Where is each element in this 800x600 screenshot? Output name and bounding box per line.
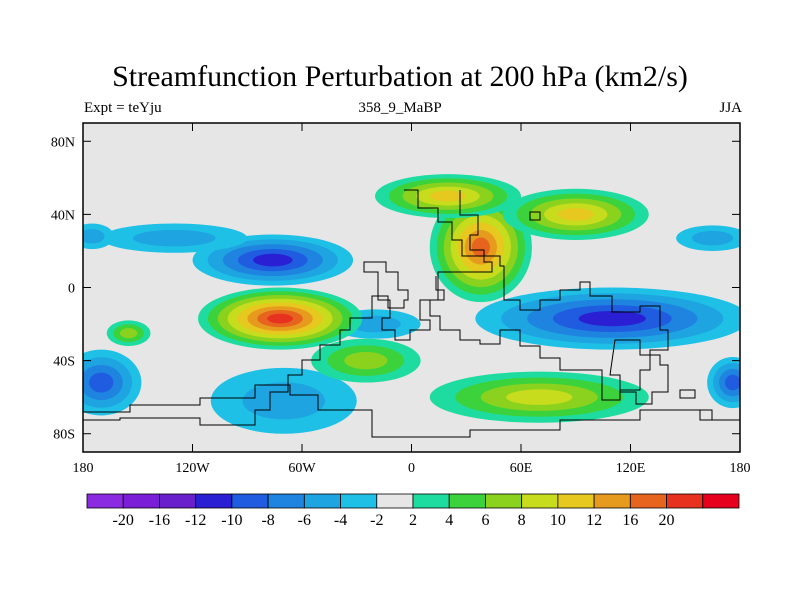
colorbar-swatch <box>666 493 704 509</box>
contour-fields <box>83 174 740 434</box>
contour-level <box>557 208 594 221</box>
coastline <box>83 189 740 438</box>
map-axes: 180 120W 60W 0 60E 120E 180 80N 40N 0 40S 80S <box>51 123 751 476</box>
contour-level <box>506 389 573 405</box>
colorbar-label: -16 <box>149 512 170 529</box>
coastline-australia <box>609 339 669 405</box>
plot-title: Streamfunction Perturbation at 200 hPa (… <box>112 60 688 93</box>
colorbar-swatch <box>485 493 523 509</box>
high-center-13 <box>429 371 649 423</box>
colorbar-label: -2 <box>370 512 383 529</box>
x-tick-label: 60W <box>288 461 316 476</box>
colorbar-swatch <box>412 493 450 509</box>
contour-level <box>578 310 646 327</box>
contour-level <box>724 374 740 391</box>
low-center-3 <box>676 225 740 251</box>
low-center-8 <box>707 356 740 409</box>
colorbar-label: -20 <box>113 512 134 529</box>
high-center-11 <box>375 174 521 219</box>
experiment-label: Expt = teYju <box>84 100 162 116</box>
colorbar-swatch <box>122 493 160 509</box>
contour-level <box>83 229 105 244</box>
y-tick-label: 80S <box>53 428 75 443</box>
colorbar-swatch <box>159 493 197 509</box>
colorbar: -20 -16 -12 -10 -8 -6 -4 -2 2 4 6 8 10 12 16 20 <box>86 493 740 529</box>
case-label: 358_9_MaBP <box>358 100 442 116</box>
colorbar-label: 20 <box>659 512 675 529</box>
colorbar-swatch <box>195 493 233 509</box>
colorbar-swatch <box>340 493 378 509</box>
colorbar-label: -6 <box>298 512 311 529</box>
contour-level <box>132 229 216 247</box>
colorbar-swatch <box>231 493 269 509</box>
colorbar-swatch <box>267 493 305 509</box>
x-tick-label: 0 <box>408 461 415 476</box>
colorbar-swatch <box>303 493 341 509</box>
x-tick-label: 60E <box>510 461 533 476</box>
colorbar-label: 12 <box>586 512 602 529</box>
contour-level <box>471 237 490 258</box>
low-center-1 <box>101 223 248 253</box>
colorbar-label: 4 <box>445 512 453 529</box>
colorbar-swatch <box>629 493 667 509</box>
colorbar-label: 2 <box>409 512 417 529</box>
colorbar-swatch <box>702 493 740 509</box>
colorbar-swatch <box>593 493 631 509</box>
colorbar-label: 10 <box>550 512 566 529</box>
colorbar-swatch <box>376 493 414 509</box>
contour-level <box>89 372 114 393</box>
contour-level <box>253 253 293 267</box>
contour-level <box>267 313 293 324</box>
colorbar-label: -10 <box>221 512 242 529</box>
x-tick-label: 120W <box>175 461 210 476</box>
season-label: JJA <box>719 100 742 116</box>
contour-level <box>691 230 734 246</box>
coastline-islands <box>529 211 713 421</box>
colorbar-label: 6 <box>481 512 489 529</box>
low-center-0 <box>192 234 354 286</box>
coastline-africa-eurasia <box>404 189 669 401</box>
colorbar-label: -12 <box>185 512 206 529</box>
contour-level <box>119 328 138 339</box>
colorbar-swatch <box>448 493 486 509</box>
x-tick-label: 120E <box>616 461 646 476</box>
colorbar-swatch <box>521 493 559 509</box>
y-tick-label: 40S <box>53 355 75 370</box>
y-tick-label: 40N <box>51 208 75 223</box>
coastline-antarctica <box>83 384 740 438</box>
x-tick-label: 180 <box>730 461 751 476</box>
low-center-6 <box>83 349 142 416</box>
low-center-2 <box>83 223 115 250</box>
colorbar-label: -4 <box>334 512 347 529</box>
colorbar-label: 8 <box>518 512 526 529</box>
colorbar-label: 16 <box>622 512 638 529</box>
high-center-12 <box>502 188 649 240</box>
colorbar-label: -8 <box>261 512 274 529</box>
high-center-14 <box>311 338 421 383</box>
contour-level <box>430 190 466 202</box>
contour-level <box>344 351 388 370</box>
x-tick-label: 180 <box>73 461 94 476</box>
y-tick-label: 0 <box>68 282 75 297</box>
y-tick-label: 80N <box>51 135 75 150</box>
high-center-15 <box>106 320 151 346</box>
colorbar-swatch <box>86 493 124 509</box>
colorbar-swatch <box>557 493 595 509</box>
coastline-americas <box>83 190 493 426</box>
high-center-9 <box>197 287 363 350</box>
